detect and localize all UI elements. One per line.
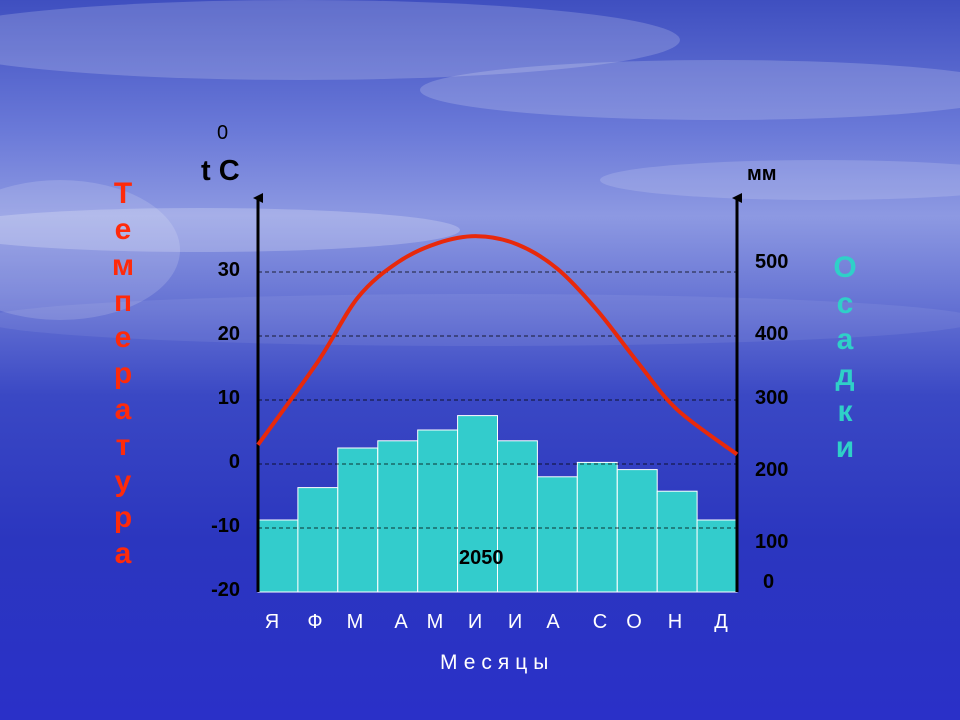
precipitation-bar-11	[656, 490, 698, 593]
annotation-label: 2050	[459, 547, 504, 569]
precipitation-bar-5	[417, 429, 459, 593]
x-axis-label: Месяцы	[440, 651, 554, 674]
temperature-tick-labels: 30 20 10 0 -10 -20	[211, 259, 240, 601]
precipitation-axis-label: мм	[747, 163, 777, 185]
precipitation-tick-label: 200	[755, 459, 788, 481]
month-label: М	[347, 611, 364, 633]
precipitation-bar-12	[696, 519, 738, 593]
precipitation-bar-2	[297, 487, 339, 593]
precipitation-tick-label: 300	[755, 387, 788, 409]
precipitation-vertical-label: Осадки	[833, 251, 857, 464]
month-label: И	[508, 611, 522, 633]
precipitation-bars	[257, 415, 738, 593]
precipitation-bar-10	[616, 469, 658, 593]
month-label: М	[427, 611, 444, 633]
grid-lines	[258, 271, 737, 529]
month-label: Я	[265, 611, 279, 633]
temperature-vertical-label: Температура	[111, 177, 135, 570]
precipitation-tick-label: 100	[755, 531, 788, 553]
precipitation-tick-label: 400	[755, 323, 788, 345]
precipitation-bar-9	[576, 461, 618, 593]
temperature-tick-label: 30	[218, 259, 240, 281]
month-label: Ф	[307, 611, 322, 633]
temperature-tick-label: -20	[211, 579, 240, 601]
temperature-tick-label: 10	[218, 387, 240, 409]
degree-mark: 0	[217, 122, 228, 144]
temperature-axis-label: t C	[201, 155, 240, 187]
month-label: Д	[714, 611, 728, 633]
precipitation-bar-4	[377, 440, 419, 593]
month-label: О	[626, 611, 642, 633]
precipitation-bar-8	[536, 476, 578, 593]
precipitation-bar-6	[457, 415, 499, 593]
month-label: А	[546, 611, 560, 633]
precipitation-bar-3	[337, 447, 379, 593]
temperature-tick-label: -10	[211, 515, 240, 537]
temperature-tick-label: 20	[218, 323, 240, 345]
precipitation-bar-7	[497, 440, 538, 593]
temperature-line	[256, 234, 739, 457]
temperature-tick-label: 0	[229, 451, 240, 473]
precipitation-tick-label: 500	[755, 251, 788, 273]
month-label: Н	[668, 611, 682, 633]
precipitation-tick-labels: 500 400 300 200 100 0	[755, 251, 788, 593]
precipitation-tick-label: 0	[763, 571, 774, 593]
precipitation-bar-1	[257, 519, 299, 593]
month-label: И	[468, 611, 482, 633]
month-label: С	[593, 611, 607, 633]
month-label: А	[394, 611, 408, 633]
